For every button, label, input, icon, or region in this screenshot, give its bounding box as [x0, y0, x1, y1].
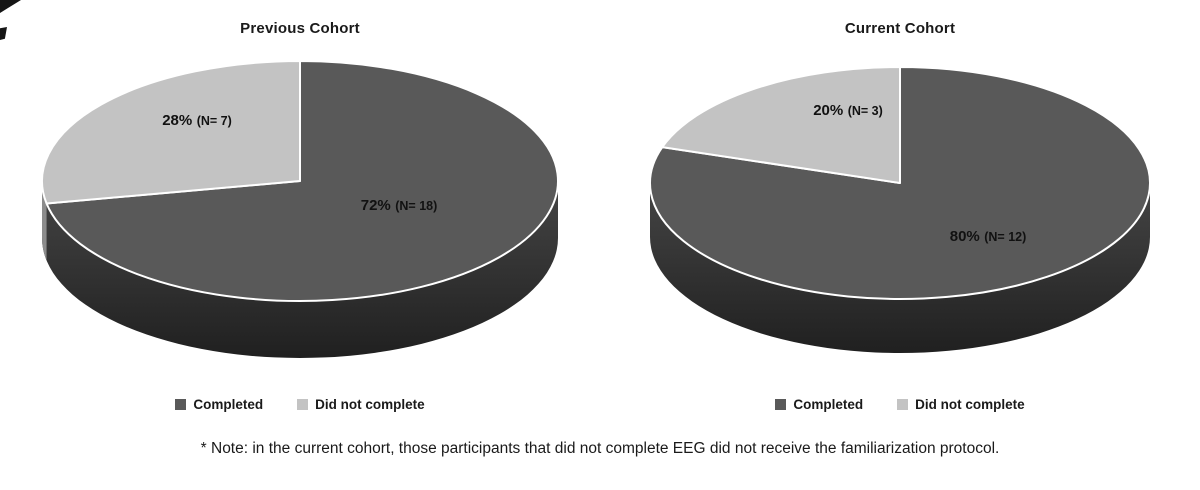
legend-item-completed: Completed: [775, 397, 863, 412]
slice-pct: 20%: [813, 102, 844, 119]
slice-n: (N= 12): [984, 230, 1027, 244]
legend-swatch-completed: [175, 399, 187, 410]
legend-label: Completed: [193, 397, 264, 412]
legend-swatch-completed: [775, 399, 787, 410]
pie-chart-previous-cohort: Previous Cohort 28% (N=: [0, 0, 600, 412]
slice-pct: 72%: [360, 197, 391, 214]
pie-chart-current-cohort: Current Cohort 20% (N= 3): [600, 0, 1200, 412]
pie-side-wall: [650, 183, 1150, 353]
slice-label-completed: 80% (N= 12): [950, 228, 1027, 246]
slice-label-completed: 72% (N= 18): [361, 197, 438, 215]
charts-row: Previous Cohort 28% (N=: [0, 0, 1200, 412]
slice-n: (N= 18): [395, 199, 438, 213]
legend-label: Completed: [793, 397, 864, 412]
pie-3d: [41, 60, 559, 358]
slice-n: (N= 7): [196, 114, 232, 128]
legend-label: Did not complete: [315, 397, 425, 412]
legend-item-completed: Completed: [175, 397, 263, 412]
slice-n: (N= 3): [847, 104, 883, 118]
slice-pct: 28%: [162, 112, 193, 129]
legend-swatch-did-not-complete: [897, 399, 909, 410]
legend: Completed Did not complete: [0, 397, 600, 412]
legend-swatch-did-not-complete: [297, 399, 309, 410]
pie-side-wall: [42, 181, 558, 358]
scan-artifact: [0, 27, 7, 40]
legend-label: Did not complete: [915, 397, 1025, 412]
slice-completed: [45, 60, 559, 302]
slice-did-not-complete: [661, 66, 901, 184]
slice-label-did-not-complete: 28% (N= 7): [162, 112, 232, 130]
slice-did-not-complete: [41, 60, 301, 205]
pie-3d: [649, 66, 1151, 353]
legend: Completed Did not complete: [600, 397, 1200, 412]
footnote: * Note: in the current cohort, those par…: [200, 440, 1000, 457]
legend-item-did-not-complete: Did not complete: [897, 397, 1025, 412]
slice-pct: 80%: [949, 228, 980, 245]
chart-title: Previous Cohort: [240, 20, 360, 37]
chart-title: Current Cohort: [844, 20, 956, 37]
slice-label-did-not-complete: 20% (N= 3): [813, 102, 883, 120]
legend-item-did-not-complete: Did not complete: [297, 397, 425, 412]
